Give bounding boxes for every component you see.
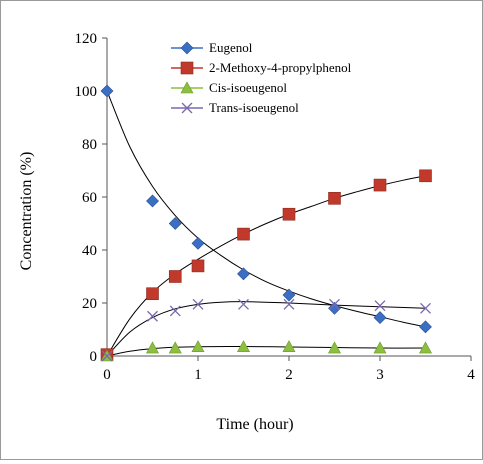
point-eugenol — [373, 311, 387, 324]
legend-item-eugenol: Eugenol — [171, 40, 253, 55]
legend-label: Eugenol — [209, 40, 253, 55]
trend-line-trans-isoeugenol — [106, 301, 426, 357]
x-marker-stroke — [147, 310, 158, 322]
point-2-methoxy-4-propylphenol — [282, 207, 296, 221]
point-cis-isoeugenol — [327, 341, 342, 354]
point-eugenol — [282, 288, 296, 302]
y-tick-label: 20 — [82, 296, 97, 312]
point-trans-isoeugenol — [420, 302, 431, 314]
point-2-methoxy-4-propylphenol — [419, 169, 432, 183]
point-2-methoxy-4-propylphenol — [146, 287, 159, 301]
x-tick-label: 3 — [376, 367, 384, 383]
legend-marker — [180, 81, 194, 94]
x-tick-label: 2 — [285, 367, 293, 383]
legend-label: Cis-isoeugenol — [209, 80, 287, 95]
axes: 0 20 40 60 80 100 120 0 1 2 3 4 — [75, 31, 476, 383]
point-trans-isoeugenol — [283, 298, 295, 310]
point-2-methoxy-4-propylphenol — [328, 192, 341, 205]
point-eugenol — [328, 301, 341, 315]
x-marker-stroke — [192, 298, 204, 310]
y-tick-label: 0 — [90, 349, 98, 365]
legend-item-2-methoxy-4-propylphenol: 2-Methoxy-4-propylphenol — [171, 60, 352, 75]
point-cis-isoeugenol — [236, 340, 251, 353]
trend-line-cis-isoeugenol — [106, 345, 426, 357]
trend-line-2-methoxy-4-propylphenol — [106, 175, 426, 357]
point-eugenol — [100, 84, 114, 98]
x-tick-label: 0 — [103, 367, 111, 383]
point-cis-isoeugenol — [418, 341, 433, 354]
point-eugenol — [146, 194, 159, 208]
y-tick-label: 60 — [82, 190, 97, 206]
x-marker-stroke — [181, 102, 193, 114]
y-tick-label: 120 — [75, 31, 98, 47]
legend-marker — [181, 102, 193, 114]
point-trans-isoeugenol — [147, 310, 158, 322]
x-marker-stroke — [238, 298, 249, 310]
point-2-methoxy-4-propylphenol — [191, 259, 205, 273]
point-cis-isoeugenol — [191, 340, 205, 353]
legend: Eugenol 2-Methoxy-4-propylphenol Cis-isoeu… — [171, 40, 352, 115]
x-marker-stroke — [329, 298, 340, 310]
y-axis-title: Concentration (%) — [18, 152, 35, 271]
point-trans-isoeugenol — [238, 298, 249, 310]
point-cis-isoeugenol — [168, 341, 182, 354]
legend-item-cis-isoeugenol: Cis-isoeugenol — [171, 80, 287, 95]
point-trans-isoeugenol — [329, 298, 340, 310]
x-marker-stroke — [101, 350, 113, 362]
point-trans-isoeugenol — [101, 350, 113, 362]
y-tick-label: 40 — [82, 243, 97, 259]
data-points — [100, 84, 433, 362]
point-cis-isoeugenol — [373, 341, 387, 354]
point-2-methoxy-4-propylphenol — [373, 178, 387, 192]
point-eugenol — [237, 267, 250, 281]
point-2-methoxy-4-propylphenol — [237, 227, 250, 241]
x-marker-stroke — [283, 298, 295, 310]
point-eugenol — [191, 236, 205, 250]
legend-marker — [180, 41, 194, 55]
legend-marker — [180, 61, 194, 75]
trend-lines — [106, 90, 426, 357]
x-marker-stroke — [169, 305, 181, 317]
legend-label: 2-Methoxy-4-propylphenol — [209, 60, 352, 75]
trend-line-eugenol — [106, 90, 426, 328]
x-marker-stroke — [374, 300, 386, 312]
y-tick-label: 100 — [75, 84, 98, 100]
point-trans-isoeugenol — [169, 305, 181, 317]
x-tick-label: 4 — [467, 367, 475, 383]
x-tick-label: 1 — [194, 367, 202, 383]
point-cis-isoeugenol — [282, 340, 296, 353]
point-2-methoxy-4-propylphenol — [168, 270, 182, 283]
x-axis-title: Time (hour) — [216, 416, 293, 433]
point-trans-isoeugenol — [374, 300, 386, 312]
point-trans-isoeugenol — [192, 298, 204, 310]
x-marker-stroke — [420, 302, 431, 314]
legend-item-trans-isoeugenol: Trans-isoeugenol — [171, 100, 299, 115]
legend-label: Trans-isoeugenol — [209, 100, 299, 115]
point-eugenol — [419, 320, 432, 334]
point-cis-isoeugenol — [145, 341, 160, 354]
point-eugenol — [168, 217, 182, 230]
y-tick-label: 80 — [82, 137, 97, 153]
